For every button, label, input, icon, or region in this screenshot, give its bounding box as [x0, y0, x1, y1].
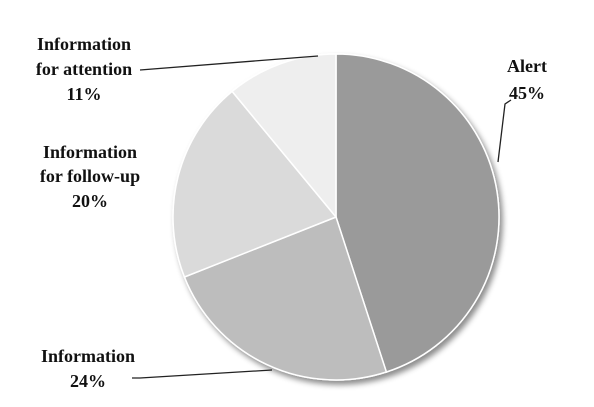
- pie-slice-information-for-follow-up-label-line-2: for follow-up: [40, 166, 140, 186]
- pie-slice-information-for-attention-value-label: 11%: [66, 84, 101, 104]
- pie-slice-information-leader-line: [132, 369, 273, 379]
- pie-slice-information-for-follow-up-value-label: 20%: [72, 191, 108, 211]
- pie-slice-information-value-label: 24%: [70, 371, 106, 391]
- pie-slice-information-for-attention-label-line-1: Information: [37, 34, 131, 54]
- pie-slice-information-for-follow-up-label-line-1: Information: [43, 142, 137, 162]
- pie-slice-information-label-line-1: Information: [41, 346, 135, 366]
- pie-slices: [172, 53, 500, 381]
- pie-slice-information-for-attention-label-line-2: for attention: [36, 59, 132, 79]
- pie-slice-alert-label-line-1: Alert: [507, 56, 547, 76]
- leader-lines: [132, 55, 512, 379]
- pie-slice-alert: [335, 53, 500, 373]
- pie-slice-information-for-follow-up: [172, 90, 338, 278]
- pie-slice-alert-value-label: 45%: [509, 83, 545, 103]
- pie-slice-information-for-attention-leader-line: [139, 55, 319, 71]
- pie-slice-alert-leader-line: [497, 99, 512, 163]
- slice-labels: Alert 45% Information 24% Information for fol…: [36, 34, 547, 391]
- pie-slice-information-for-attention: [231, 53, 337, 220]
